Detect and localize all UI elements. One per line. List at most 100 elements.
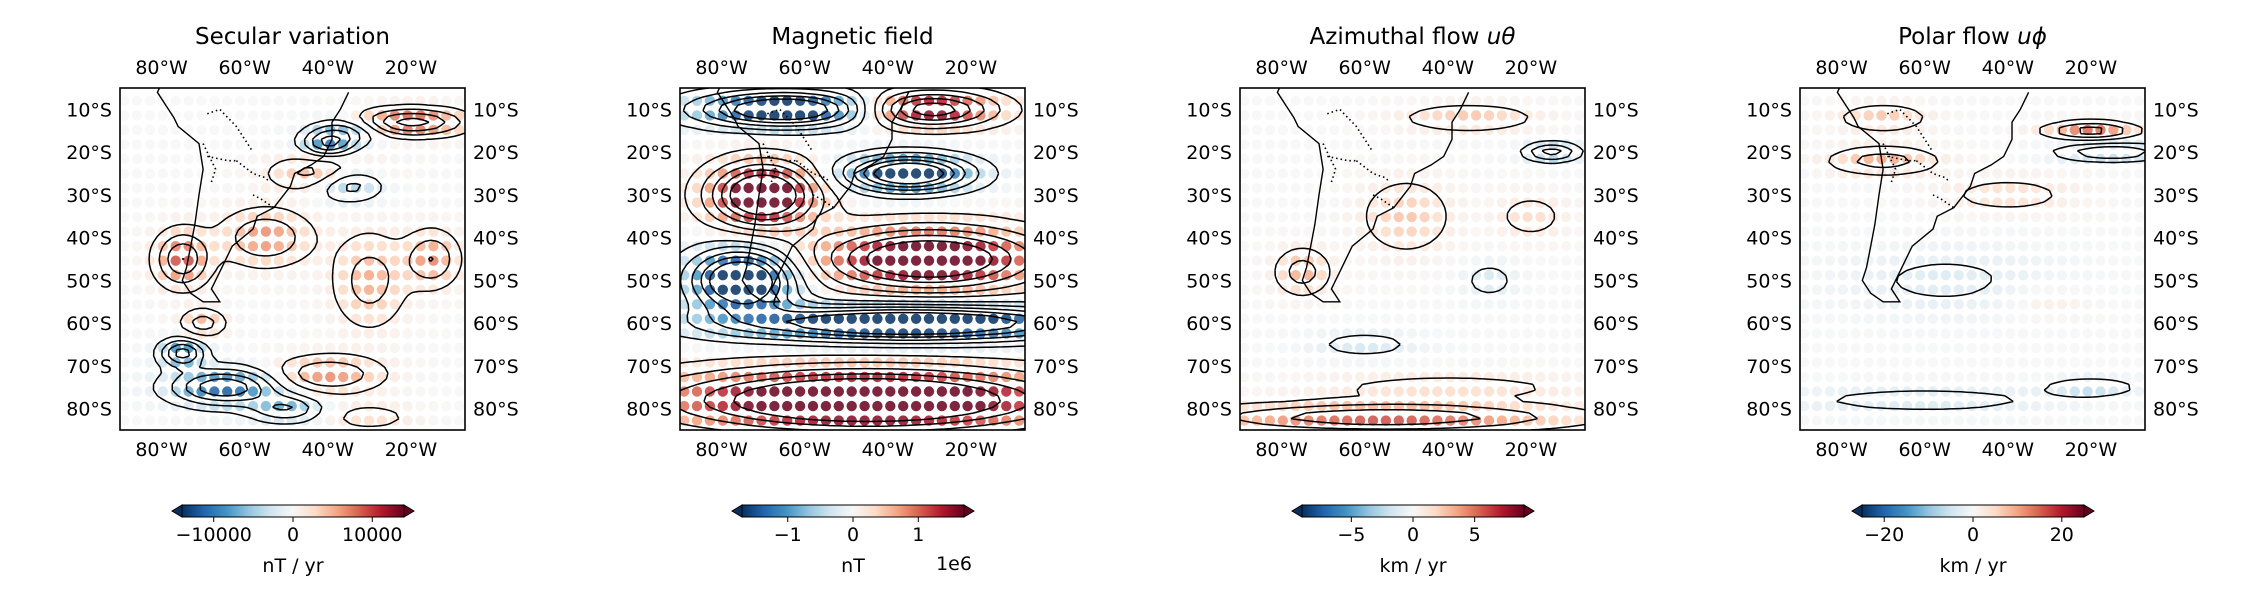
tick-label-left: 60°S (66, 313, 112, 335)
data-point (286, 328, 297, 339)
data-point (1393, 110, 1405, 121)
data-point (1432, 241, 1443, 252)
data-point (247, 386, 259, 397)
colorbar-extend-high (403, 504, 415, 518)
data-point (1303, 313, 1314, 324)
data-point (1316, 110, 1327, 121)
data-point (2108, 182, 2119, 194)
data-point (363, 400, 375, 412)
data-point (350, 110, 362, 121)
data-point (1406, 197, 1417, 208)
data-point (1889, 342, 1900, 354)
data-point (807, 342, 819, 354)
data-point (131, 182, 143, 194)
data-point (1876, 255, 1887, 266)
data-point (454, 110, 465, 121)
data-point (730, 299, 741, 310)
tick-label-left: 50°S (1186, 270, 1232, 292)
data-point (222, 284, 233, 295)
data-point (1470, 182, 1482, 194)
tick-label-right: 40°S (473, 228, 519, 250)
data-point (454, 328, 465, 339)
data-point (1342, 168, 1353, 179)
data-point (1811, 226, 1823, 237)
data-point (680, 211, 690, 223)
data-point (975, 415, 986, 426)
data-point (1251, 139, 1263, 150)
data-point (350, 342, 362, 354)
data-point (1574, 284, 1585, 295)
data-point (1277, 110, 1289, 121)
data-point (1992, 124, 2003, 136)
data-point (1496, 313, 1508, 324)
data-point (1445, 168, 1456, 179)
data-point (1483, 313, 1495, 324)
data-point (2018, 299, 2029, 310)
data-point (2108, 299, 2119, 310)
data-point (2134, 415, 2145, 426)
data-point (1001, 342, 1012, 354)
data-point (402, 328, 413, 339)
plot-area (1240, 88, 1585, 430)
data-point (1824, 124, 1836, 136)
data-point (312, 400, 323, 412)
data-point (769, 197, 780, 208)
data-point (1535, 124, 1546, 136)
data-point (1535, 211, 1546, 223)
data-point (2043, 255, 2055, 266)
colorbar-label: km / yr (1939, 555, 2006, 577)
data-point (299, 328, 310, 339)
data-point (1277, 124, 1289, 136)
data-point (376, 182, 388, 194)
data-point (1824, 342, 1836, 354)
data-point (157, 197, 168, 208)
data-point (131, 386, 143, 397)
data-point (325, 95, 336, 107)
data-point (1876, 211, 1887, 223)
data-point (1889, 371, 1900, 383)
data-point (1014, 299, 1025, 310)
data-point (2069, 139, 2080, 150)
data-point (1354, 241, 1366, 252)
data-point (2134, 270, 2145, 281)
data-point (910, 241, 922, 252)
data-point (1329, 110, 1340, 121)
colorbar-tick-label: 20 (2050, 524, 2074, 546)
data-point (2134, 400, 2145, 412)
chart-title: Secular variation (195, 24, 390, 50)
data-point (2108, 328, 2119, 339)
data-point (1329, 299, 1340, 310)
data-point (885, 328, 896, 339)
data-point (1992, 328, 2003, 339)
data-point (1354, 357, 1366, 368)
data-point (1380, 95, 1392, 107)
data-point (1548, 211, 1559, 223)
data-point (1496, 110, 1508, 121)
data-point (1979, 139, 1990, 150)
data-point (975, 139, 986, 150)
data-point (183, 110, 194, 121)
data-point (120, 371, 130, 383)
data-point (769, 386, 780, 397)
data-point (975, 197, 986, 208)
data-point (428, 299, 439, 310)
data-point (1251, 211, 1263, 223)
data-point (2121, 357, 2132, 368)
data-point (1824, 241, 1836, 252)
data-point (1902, 241, 1913, 252)
data-point (1470, 284, 1482, 295)
data-point (196, 168, 207, 179)
data-point (1953, 342, 1965, 354)
data-point (376, 211, 388, 223)
tick-label-right: 50°S (473, 270, 519, 292)
data-point (1824, 226, 1836, 237)
data-point (898, 110, 909, 121)
data-point (704, 299, 716, 310)
data-point (898, 400, 909, 412)
data-point (1876, 168, 1887, 179)
tick-label-right: 20°S (2153, 142, 2199, 164)
data-point (1992, 139, 2003, 150)
data-point (782, 342, 793, 354)
data-point (2043, 153, 2055, 165)
data-point (2108, 255, 2119, 266)
